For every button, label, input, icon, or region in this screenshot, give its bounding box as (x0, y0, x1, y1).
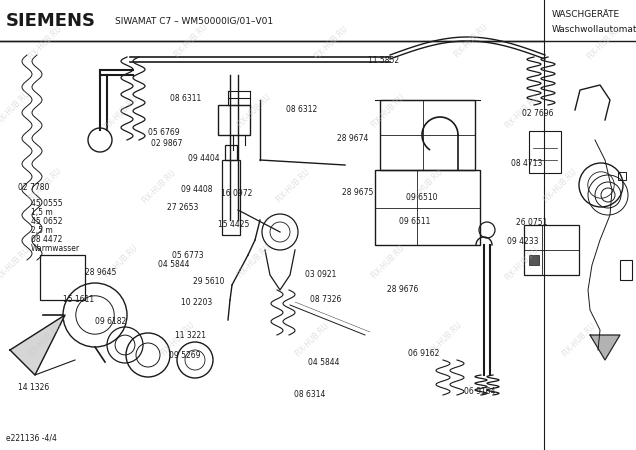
Text: FIX-HUB.RU: FIX-HUB.RU (293, 321, 330, 359)
Text: FIX-HUB.RU: FIX-HUB.RU (452, 22, 489, 59)
Text: 45 0652: 45 0652 (31, 217, 62, 226)
Text: 28 9676: 28 9676 (387, 285, 418, 294)
Text: 28 9674: 28 9674 (337, 134, 368, 143)
Text: 2,5 m: 2,5 m (31, 226, 52, 235)
Text: 08 6312: 08 6312 (286, 105, 317, 114)
Bar (222, 160, 240, 235)
Text: FIX-HUB.RU: FIX-HUB.RU (102, 94, 139, 131)
Text: FIX-HUB.RU: FIX-HUB.RU (0, 89, 31, 127)
Text: FIX-HUB.RU: FIX-HUB.RU (102, 243, 139, 281)
Text: 04 5844: 04 5844 (158, 260, 190, 269)
Text: 06 9162: 06 9162 (408, 349, 439, 358)
Text: 08 6314: 08 6314 (294, 390, 326, 399)
Text: 10 2203: 10 2203 (181, 298, 212, 307)
Text: FIX-HUB.RU: FIX-HUB.RU (586, 24, 623, 62)
Text: 08 4472: 08 4472 (31, 235, 62, 244)
Text: 02 7780: 02 7780 (18, 183, 49, 192)
Text: FIX-HUB.RU: FIX-HUB.RU (427, 320, 464, 357)
Text: SIEMENS: SIEMENS (6, 12, 96, 30)
Bar (225, 145, 237, 160)
Text: FIX-HUB.RU: FIX-HUB.RU (503, 93, 540, 130)
Text: 16 0972: 16 0972 (221, 189, 252, 198)
Text: 26 0751: 26 0751 (516, 218, 548, 227)
Text: WASCHGERÄTE: WASCHGERÄTE (552, 10, 620, 19)
Bar (618, 172, 626, 180)
Text: 11 5852: 11 5852 (368, 56, 399, 65)
Bar (40, 255, 85, 300)
Text: 02 7696: 02 7696 (522, 109, 553, 118)
Text: 08 7326: 08 7326 (310, 295, 341, 304)
Text: 1,5 m: 1,5 m (31, 208, 52, 217)
Text: FIX-HUB.RU: FIX-HUB.RU (26, 166, 63, 203)
Text: Warmwasser: Warmwasser (31, 244, 80, 253)
Bar (524, 225, 579, 275)
Text: 08 4713: 08 4713 (511, 159, 542, 168)
Text: 04 5844: 04 5844 (308, 358, 340, 367)
Text: 08 6311: 08 6311 (170, 94, 202, 103)
Bar (380, 100, 475, 170)
Text: 28 9675: 28 9675 (342, 188, 373, 197)
Text: FIX-HUB.RU: FIX-HUB.RU (541, 166, 578, 204)
Text: 14 1326: 14 1326 (18, 382, 49, 392)
Text: FIX-HUB.RU: FIX-HUB.RU (236, 91, 273, 129)
Text: FIX-HUB.RU: FIX-HUB.RU (503, 244, 540, 282)
Text: 15 4425: 15 4425 (218, 220, 249, 229)
Text: 06 9164: 06 9164 (464, 387, 496, 396)
Text: 09 4233: 09 4233 (507, 237, 539, 246)
Text: FIX-HUB.RU: FIX-HUB.RU (370, 91, 406, 129)
Text: 09 5269: 09 5269 (169, 351, 200, 360)
Text: FIX-HUB.RU: FIX-HUB.RU (560, 321, 597, 359)
Text: FIX-HUB.RU: FIX-HUB.RU (26, 24, 63, 62)
Text: 09 6510: 09 6510 (406, 194, 438, 202)
Text: 27 2653: 27 2653 (167, 203, 198, 212)
Text: 05 6773: 05 6773 (172, 251, 204, 260)
Bar (529, 255, 539, 265)
Text: FIX-HUB.RU: FIX-HUB.RU (408, 167, 445, 205)
Polygon shape (10, 315, 65, 375)
Text: 09 6182: 09 6182 (95, 317, 127, 326)
Text: 15 1611: 15 1611 (63, 295, 94, 304)
Text: FIX-HUB.RU: FIX-HUB.RU (141, 168, 177, 206)
Text: FIX-HUB.RU: FIX-HUB.RU (274, 166, 311, 204)
Text: 02 9867: 02 9867 (151, 140, 182, 148)
Text: 28 9645: 28 9645 (85, 268, 116, 277)
Text: 03 0921: 03 0921 (305, 270, 336, 279)
Bar (218, 105, 250, 135)
Bar (620, 260, 632, 280)
Text: FIX-HUB.RU: FIX-HUB.RU (370, 243, 406, 281)
Text: 09 6511: 09 6511 (399, 217, 430, 226)
Text: e221136 -4/4: e221136 -4/4 (6, 433, 57, 442)
Text: 09 4404: 09 4404 (188, 154, 220, 163)
Text: 29 5610: 29 5610 (193, 277, 224, 286)
Text: 05 6769: 05 6769 (148, 128, 179, 137)
Text: 45 0555: 45 0555 (31, 199, 62, 208)
Text: FIX-HUB.RU: FIX-HUB.RU (312, 24, 349, 62)
Text: FIX-HUB.RU: FIX-HUB.RU (236, 242, 273, 280)
Text: SIWAMAT C7 – WM50000IG/01–V01: SIWAMAT C7 – WM50000IG/01–V01 (115, 16, 273, 25)
Text: 09 4408: 09 4408 (181, 185, 213, 194)
Text: FIX-HUB.RU: FIX-HUB.RU (0, 244, 31, 282)
Polygon shape (590, 335, 620, 360)
Text: FIX-HUB.RU: FIX-HUB.RU (172, 22, 209, 59)
Text: FIX-HUB.RU: FIX-HUB.RU (26, 321, 63, 359)
Text: FIX-HUB.RU: FIX-HUB.RU (160, 320, 197, 357)
Text: Waschwollautomaten: Waschwollautomaten (552, 25, 636, 34)
Bar (375, 170, 480, 245)
Text: 11 3221: 11 3221 (175, 331, 206, 340)
